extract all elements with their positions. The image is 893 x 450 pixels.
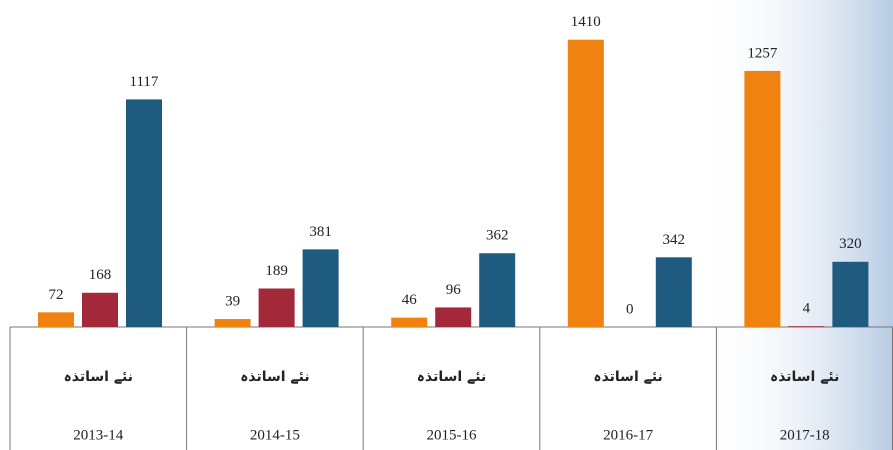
category-sublabel: نئے اساتذہ [417,369,486,385]
background-shade [700,0,893,450]
data-label: 1410 [571,14,601,30]
data-label: 381 [309,224,332,240]
data-label: 320 [839,236,862,252]
data-label: 189 [265,263,288,279]
bar [655,257,692,327]
x-tick-label: 2014-15 [250,427,300,443]
category-sublabel: نئے اساتذہ [64,369,133,385]
bar [38,312,74,327]
x-tick-label: 2015-16 [427,427,477,443]
bar [744,70,781,327]
data-label: 342 [663,232,686,248]
data-label: 1257 [747,45,778,61]
data-label: 39 [225,293,240,309]
bar [567,39,604,328]
bar [82,292,118,327]
bar [126,99,162,327]
data-label: 72 [49,287,64,303]
data-label: 4 [803,301,811,317]
bar [214,319,251,327]
bar [391,317,428,327]
data-label: 168 [89,267,112,283]
data-label: 96 [446,282,462,298]
data-label: 1117 [130,74,159,90]
category-sublabel: نئے اساتذہ [593,369,662,385]
category-sublabel: نئے اساتذہ [240,369,309,385]
data-label: 0 [626,301,634,317]
data-label: 362 [486,228,509,244]
bar [302,249,339,327]
bar [788,326,825,327]
data-label: 46 [402,292,418,308]
bar [479,253,516,327]
bar [435,307,472,327]
x-tick-label: 2013-14 [73,427,123,443]
bar [258,288,295,327]
category-sublabel: نئے اساتذہ [770,369,839,385]
bar [832,261,869,327]
x-tick-label: 2016-17 [603,427,653,443]
x-tick-label: 2017-18 [780,427,830,443]
